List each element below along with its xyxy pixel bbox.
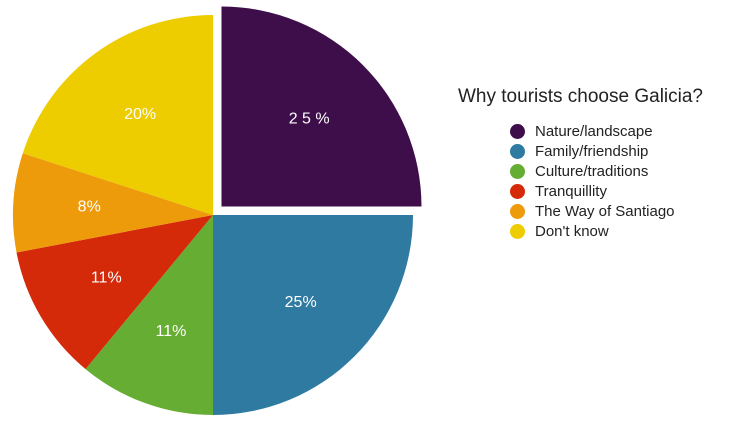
slice-label-nature-landscape: 2 5 % xyxy=(289,110,330,127)
slice-label-the-way-of-santiago: 8% xyxy=(78,199,101,216)
slice-label-don-t-know: 20% xyxy=(124,106,156,123)
legend-item-culture-traditions: Culture/traditions xyxy=(510,161,703,181)
legend-swatch xyxy=(510,183,525,199)
slice-label-family-friendship: 25% xyxy=(285,294,317,311)
legend-swatch xyxy=(510,143,525,159)
pie-slice-family-friendship xyxy=(213,215,413,415)
legend-items: Nature/landscape Family/friendship Culture… xyxy=(458,121,703,241)
chart-title: Why tourists choose Galicia? xyxy=(458,86,703,107)
legend-item-family-friendship: Family/friendship xyxy=(510,141,703,161)
legend-swatch xyxy=(510,163,525,179)
pie-slice-the-way-of-santiago xyxy=(12,153,213,253)
pie-chart: 2 5 % 25% 11% 11% 8% 20% xyxy=(12,6,422,415)
legend-item-nature-landscape: Nature/landscape xyxy=(510,121,703,141)
legend-label: Nature/landscape xyxy=(535,122,653,140)
legend-swatch xyxy=(510,203,525,219)
pie-slice-culture-traditions xyxy=(85,215,213,415)
legend-label: Don't know xyxy=(535,222,609,240)
legend-swatch xyxy=(510,123,525,139)
pie-slice-tranquillity xyxy=(16,215,214,370)
legend-item-the-way-of-santiago: The Way of Santiago xyxy=(510,201,703,221)
slice-label-culture-traditions: 11% xyxy=(156,323,187,340)
legend-label: Culture/traditions xyxy=(535,162,649,180)
legend-label: Tranquillity xyxy=(535,182,607,200)
legend-swatch xyxy=(510,223,525,239)
legend-label: The Way of Santiago xyxy=(535,202,675,220)
pie-slice-don-t-know xyxy=(22,15,213,215)
pie-slice-nature-landscape xyxy=(221,6,422,207)
slice-label-tranquillity: 11% xyxy=(91,270,122,287)
legend-item-tranquillity: Tranquillity xyxy=(510,181,703,201)
legend-item-don-t-know: Don't know xyxy=(510,221,703,241)
legend-label: Family/friendship xyxy=(535,142,649,160)
legend: Why tourists choose Galicia? Nature/land… xyxy=(458,86,703,241)
